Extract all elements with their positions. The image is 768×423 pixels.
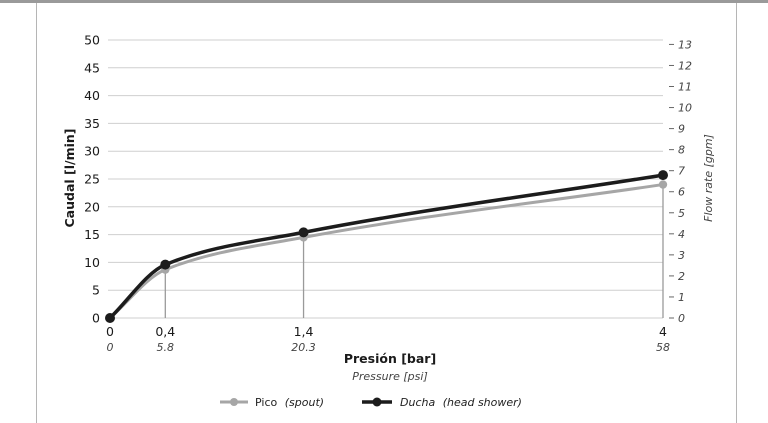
x-tick-label-secondary: 58 bbox=[656, 341, 670, 354]
x-axis-subtitle: Pressure [psi] bbox=[352, 370, 428, 383]
x-tick-label: 4 bbox=[659, 324, 667, 339]
legend-note-pico: (spout) bbox=[285, 396, 324, 409]
x-axis-title: Presión [bar] bbox=[344, 351, 436, 366]
y-tick-label: 10 bbox=[84, 255, 100, 270]
y-tick-label: 20 bbox=[84, 199, 100, 214]
series-pico bbox=[105, 180, 668, 323]
legend-label-pico: Pico bbox=[255, 396, 277, 409]
legend-item-ducha: Ducha (head shower) bbox=[362, 396, 522, 409]
y-tick-label: 25 bbox=[84, 172, 100, 187]
y-right-axis-title: Flow rate [gpm] bbox=[702, 134, 715, 222]
svg-text:Ducha (head shower): Ducha (head shower) bbox=[400, 396, 522, 409]
y-right-tick-label: 13 bbox=[678, 38, 692, 51]
y-tick-labels: 0 5 10 15 20 25 30 35 40 45 50 bbox=[84, 33, 100, 326]
y-right-tick-label: 8 bbox=[678, 144, 685, 157]
series-line bbox=[108, 183, 665, 320]
left-border bbox=[36, 3, 37, 423]
y-right-tick-label: 6 bbox=[678, 186, 685, 199]
x-tick-label-secondary: 20.3 bbox=[291, 341, 316, 354]
data-point bbox=[298, 227, 309, 238]
y-right-tick-label: 2 bbox=[678, 270, 685, 283]
y-right-tick-label: 5 bbox=[678, 207, 685, 220]
y-tick-label: 15 bbox=[84, 227, 100, 242]
y-right-tick-label: 11 bbox=[678, 81, 692, 94]
y-right-tick-label: 0 bbox=[678, 312, 685, 325]
y-right-tick-label: 3 bbox=[678, 249, 685, 262]
data-point bbox=[160, 259, 171, 270]
series-line bbox=[108, 173, 665, 320]
y-tick-label: 45 bbox=[84, 60, 100, 75]
y-tick-label: 50 bbox=[84, 33, 100, 48]
y-right-tick-label: 7 bbox=[678, 165, 685, 178]
pressure-drop-lines bbox=[164, 184, 664, 318]
x-tick-label-secondary: 0 bbox=[107, 341, 114, 354]
y-tick-label: 40 bbox=[84, 88, 100, 103]
data-point bbox=[105, 313, 115, 323]
series-ducha bbox=[105, 170, 668, 323]
y-tick-label: 30 bbox=[84, 144, 100, 159]
y-right-tick-label: 10 bbox=[678, 102, 692, 115]
y-right-tick-label: 12 bbox=[678, 59, 692, 72]
legend-note-ducha: (head shower) bbox=[443, 396, 522, 409]
series-lines bbox=[105, 170, 668, 323]
grid-lines bbox=[108, 39, 663, 319]
y-tick-label: 5 bbox=[92, 283, 100, 298]
y-tick-label: 35 bbox=[84, 116, 100, 131]
y-axis-title: Caudal [l/min] bbox=[62, 128, 77, 227]
x-tick-label: 0 bbox=[106, 324, 114, 339]
legend-label-ducha: Ducha bbox=[400, 396, 435, 409]
x-tick-labels: 0 0 0,4 5.8 1,4 20.3 4 58 bbox=[106, 324, 670, 354]
data-point bbox=[658, 170, 668, 181]
y-right-tick-label: 1 bbox=[678, 291, 685, 304]
x-tick-label: 0,4 bbox=[155, 324, 175, 339]
svg-text:Pico (spout): Pico (spout) bbox=[255, 396, 324, 409]
legend: Pico (spout) Ducha (head shower) bbox=[220, 396, 522, 409]
x-tick-label: 1,4 bbox=[294, 324, 314, 339]
y-right-tick-label: 4 bbox=[678, 228, 685, 241]
y-right-tick-label: 9 bbox=[678, 123, 685, 136]
legend-item-pico: Pico (spout) bbox=[220, 396, 324, 409]
right-border bbox=[736, 3, 737, 423]
x-tick-label-secondary: 5.8 bbox=[157, 341, 175, 354]
top-rule bbox=[0, 0, 768, 3]
y-tick-label: 0 bbox=[92, 311, 100, 326]
data-point bbox=[658, 180, 668, 189]
